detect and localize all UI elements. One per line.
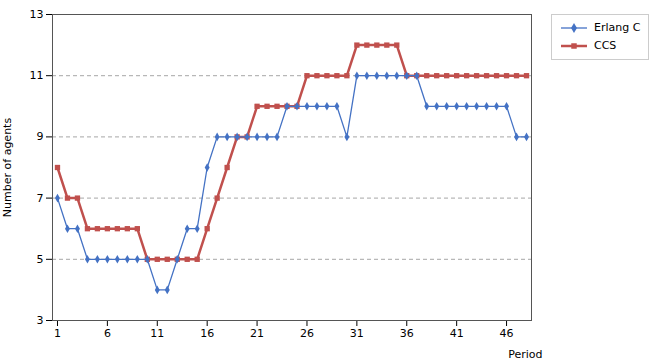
svg-text:Number of agents: Number of agents	[1, 118, 14, 218]
html-text:Erlang C: Erlang C	[594, 21, 641, 34]
svg-text:9: 9	[37, 130, 44, 143]
svg-text:3: 3	[37, 314, 44, 327]
svg-text:5: 5	[37, 253, 44, 266]
svg-text:41: 41	[450, 327, 464, 340]
svg-text:36: 36	[400, 327, 414, 340]
svg-text:1: 1	[54, 327, 61, 340]
svg-text:Period: Period	[508, 348, 542, 361]
svg-text:11: 11	[30, 69, 44, 82]
svg-text:21: 21	[250, 327, 264, 340]
svg-text:46: 46	[500, 327, 514, 340]
svg-text:31: 31	[350, 327, 364, 340]
svg-text:6: 6	[104, 327, 111, 340]
svg-text:13: 13	[30, 8, 44, 21]
html-text:CCS: CCS	[594, 39, 617, 52]
svg-text:11: 11	[150, 327, 164, 340]
svg-text:7: 7	[37, 192, 44, 205]
svg-text:26: 26	[300, 327, 314, 340]
svg-text:16: 16	[200, 327, 214, 340]
